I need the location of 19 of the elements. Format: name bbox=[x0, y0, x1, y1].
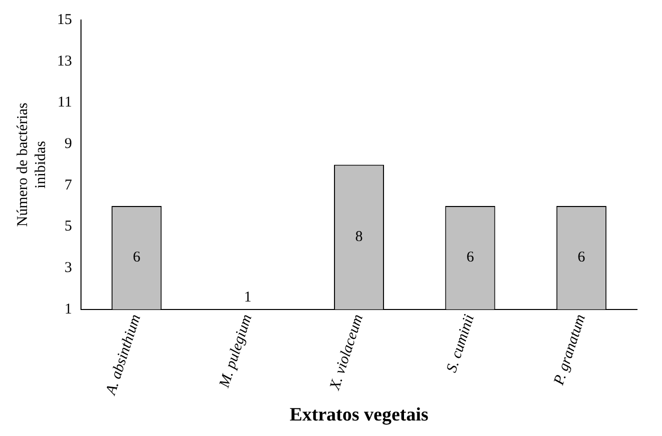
y-tick-label: 15 bbox=[57, 12, 72, 28]
y-tick-label: 3 bbox=[64, 260, 72, 276]
data-label: 6 bbox=[132, 250, 141, 266]
x-tick-label: M. pulegium bbox=[216, 312, 256, 391]
data-label: 8 bbox=[355, 228, 363, 245]
y-tick-label: 9 bbox=[64, 136, 72, 152]
x-tick-label: X. violaceum bbox=[326, 312, 367, 393]
x-tick-label: P. granatum bbox=[550, 312, 589, 388]
y-tick-label: 1 bbox=[64, 301, 72, 318]
data-label: 1 bbox=[244, 289, 252, 306]
y-tick-label: 7 bbox=[64, 177, 72, 194]
y-tick-label: 11 bbox=[58, 94, 72, 111]
data-label: 6 bbox=[466, 250, 474, 266]
y-axis-title: Número de bactérias inibidas bbox=[14, 102, 49, 227]
y-tick-label: 5 bbox=[64, 218, 72, 235]
x-axis-title: Extratos vegetais bbox=[290, 404, 428, 426]
x-tick-label: S. cuminii bbox=[444, 312, 478, 375]
y-tick-label: 13 bbox=[57, 53, 72, 70]
data-label: 6 bbox=[578, 250, 586, 266]
